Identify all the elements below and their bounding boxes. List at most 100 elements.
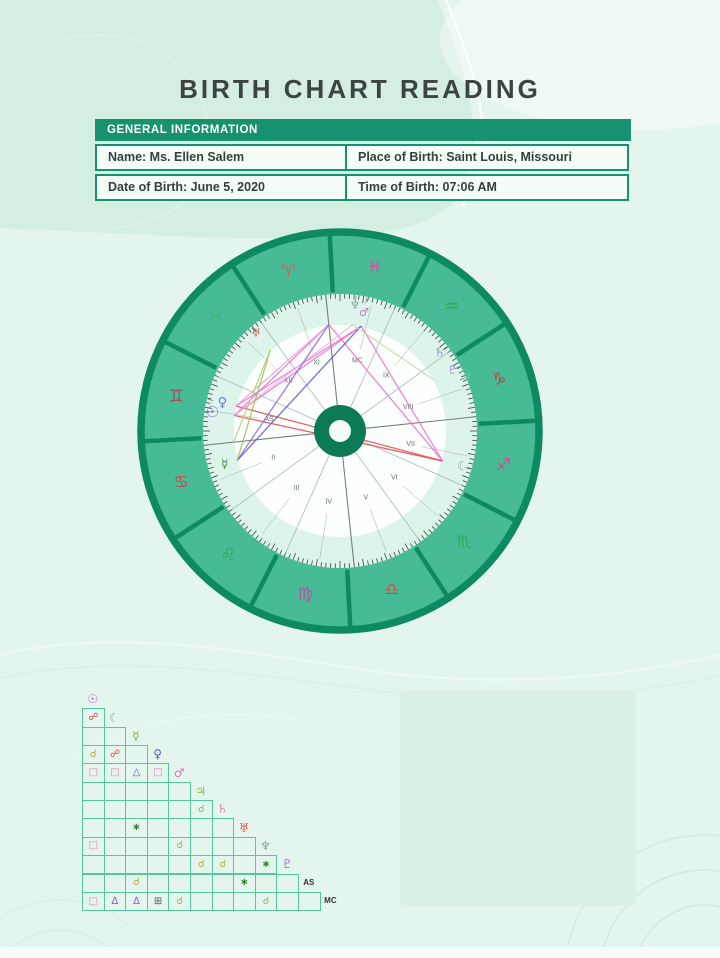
degree-tick xyxy=(465,388,471,391)
house-leader-line xyxy=(319,513,328,559)
degree-tick xyxy=(465,471,471,474)
aspect-glyph-con-ascendant-col2: ☌ xyxy=(125,873,148,893)
degree-tick xyxy=(421,535,425,540)
contour-line xyxy=(0,641,720,681)
degree-tick xyxy=(206,397,212,400)
degree-tick xyxy=(315,558,318,566)
grid-planet-symbol-mercury: ☿ xyxy=(132,728,140,743)
degree-tick xyxy=(251,530,257,537)
degree-tick xyxy=(431,332,436,336)
degree-tick xyxy=(452,358,457,362)
sector-divider xyxy=(401,250,434,309)
planet-glyph-sun: ☉ xyxy=(206,403,219,421)
contour-line xyxy=(69,713,301,761)
house-label-viii: VIII xyxy=(403,404,414,411)
page-title: BIRTH CHART READING xyxy=(179,74,541,104)
zodiac-sign-libra: ♎ xyxy=(384,580,399,600)
degree-tick xyxy=(320,562,322,567)
aspect-cell-ascendant-col4 xyxy=(168,873,191,893)
degree-tick xyxy=(263,540,267,545)
zodiac-sign-virgo: ♍ xyxy=(298,584,313,604)
degree-tick xyxy=(371,297,374,303)
degree-tick xyxy=(234,514,241,520)
degree-tick xyxy=(226,354,231,358)
aspect-cell-ascendant-col5 xyxy=(190,873,213,893)
degree-tick xyxy=(315,296,318,304)
grid-planet-symbol-pluto: ♇ xyxy=(281,857,293,872)
zodiac-sign-taurus: ♉ xyxy=(208,309,223,329)
planet-glyph-mars: ♂ xyxy=(359,306,369,319)
degree-tick xyxy=(267,543,271,548)
aspect-cell-saturn-col3 xyxy=(146,800,170,820)
house-label-v: V xyxy=(363,495,368,502)
aspect-cell-ascendant-col9 xyxy=(276,873,299,893)
degree-tick xyxy=(205,458,211,460)
aspect-cell-neptune-col1 xyxy=(103,836,127,857)
aspect-cell-midheaven-col7 xyxy=(233,891,256,912)
grid-planet-symbol-mars: ♂ xyxy=(173,765,185,780)
degree-tick xyxy=(367,560,369,566)
degree-tick xyxy=(214,484,220,488)
degree-tick xyxy=(449,504,454,508)
degree-tick xyxy=(212,379,218,382)
aspect-cell-jupiter-col3 xyxy=(146,781,170,802)
zodiac-sign-aries: ♈ xyxy=(281,262,296,282)
planet-glyph-moon: ☾ xyxy=(457,459,469,474)
degree-tick xyxy=(376,558,379,563)
degree-tick xyxy=(216,370,222,374)
degree-tick xyxy=(401,309,405,315)
degree-tick xyxy=(209,471,215,474)
contour-arc xyxy=(636,904,720,958)
aspect-glyph-tri-mars-col2: △ xyxy=(125,763,148,783)
degree-tick xyxy=(452,495,459,500)
degree-tick xyxy=(384,553,388,560)
aspect-cell-uranus-col4 xyxy=(168,818,191,838)
aspect-line-neptune-pluto xyxy=(352,324,435,381)
degree-tick xyxy=(462,475,469,479)
zodiac-sign-pisces: ♓ xyxy=(367,258,382,278)
aspect-cell-pluto-col1 xyxy=(103,855,127,875)
degree-tick xyxy=(367,296,369,302)
aspect-glyph-opp-venus-col1: ☍ xyxy=(103,745,127,765)
degree-tick xyxy=(409,314,413,319)
aspect-cell-neptune-col3 xyxy=(146,836,170,857)
degree-tick xyxy=(384,302,388,309)
sector-divider xyxy=(246,553,279,612)
degree-tick xyxy=(467,392,472,395)
degree-tick xyxy=(231,512,236,516)
degree-tick xyxy=(444,346,449,350)
contour-arc xyxy=(600,869,720,958)
place-of-birth-cell: Place of Birth: Saint Louis, Missouri xyxy=(345,144,629,171)
planet-position-table xyxy=(400,690,636,906)
aspect-cell-pluto-col4 xyxy=(168,855,191,875)
degree-tick xyxy=(241,335,245,340)
degree-tick xyxy=(358,295,360,300)
degree-tick xyxy=(306,559,309,565)
aspect-cell-jupiter-col1 xyxy=(103,781,127,802)
aspect-glyph-con-midheaven-col4: ☌ xyxy=(168,891,191,912)
degree-tick xyxy=(204,449,209,451)
house-leader-line xyxy=(220,462,263,480)
house-label-xii: XII xyxy=(284,377,293,384)
degree-tick xyxy=(211,475,218,479)
degree-tick xyxy=(221,362,228,367)
degree-tick xyxy=(456,492,462,496)
degree-tick xyxy=(255,322,259,327)
degree-tick xyxy=(471,411,476,413)
degree-tick xyxy=(438,339,443,343)
planet-pointer-uranus xyxy=(251,327,256,333)
aspect-cell-mercury-col1 xyxy=(103,726,127,747)
aspect-cell-ascendant-col3 xyxy=(146,873,170,893)
degree-tick xyxy=(423,530,429,537)
degree-tick xyxy=(226,504,231,508)
degree-tick xyxy=(380,300,383,306)
house-label-mc: MC xyxy=(352,358,363,365)
aspect-cell-jupiter-col0 xyxy=(82,781,105,802)
degree-tick xyxy=(397,307,401,313)
house-label-iv: IV xyxy=(325,499,332,506)
degree-tick xyxy=(376,299,379,304)
aspect-glyph-min1-midheaven-col1: ∆ xyxy=(103,891,127,912)
aspect-glyph-sq-mars-col3: □ xyxy=(146,763,170,783)
